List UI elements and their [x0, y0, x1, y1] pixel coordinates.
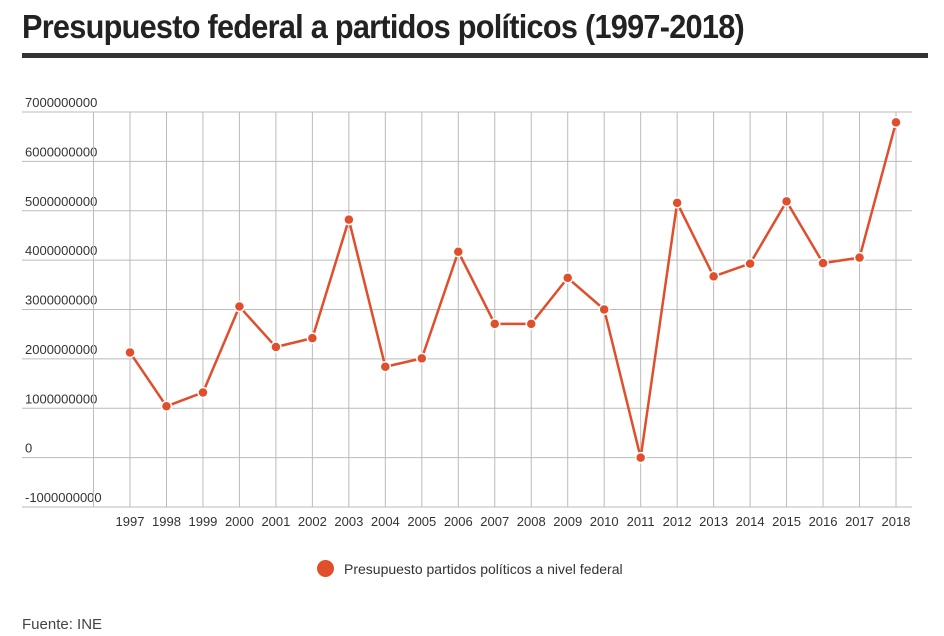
data-point	[160, 400, 173, 413]
data-point	[233, 300, 246, 313]
data-point	[744, 257, 756, 270]
x-tick-label: 2018	[882, 514, 911, 529]
source-note: Fuente: INE	[22, 616, 103, 633]
data-point	[416, 352, 428, 365]
y-tick-label: -1000000000	[25, 490, 102, 505]
x-tick-label: 2002	[298, 514, 327, 529]
y-tick-label: 2000000000	[25, 342, 97, 357]
title-rule	[22, 53, 928, 58]
x-tick-label: 1999	[188, 514, 217, 529]
data-point	[817, 257, 829, 269]
line-chart: 7000000000 6000000000 5000000000 4000000000…	[22, 95, 912, 529]
series-line	[128, 122, 898, 459]
x-tick-label: 2014	[736, 514, 765, 529]
x-tick-label: 2009	[553, 514, 582, 529]
x-tick-label: 2005	[407, 514, 436, 529]
legend[interactable]: Presupuesto partidos políticos a nivel f…	[317, 560, 623, 577]
data-point	[270, 341, 282, 353]
data-point	[890, 116, 902, 129]
x-tick-label: 1997	[116, 514, 145, 529]
x-tick-label: 2007	[480, 514, 509, 529]
data-point	[343, 213, 355, 226]
x-tick-label: 2015	[772, 514, 801, 529]
x-tick-label: 2001	[261, 514, 290, 529]
x-tick-label: 1998	[152, 514, 181, 529]
x-tick-label: 2016	[809, 514, 838, 529]
data-point	[525, 318, 537, 330]
data-point	[561, 272, 574, 284]
chart-title: Presupuesto federal a partidos políticos…	[22, 8, 745, 45]
data-point	[452, 245, 465, 258]
data-point	[489, 318, 501, 330]
legend-marker	[317, 560, 334, 577]
x-tick-label: 2006	[444, 514, 473, 529]
y-tick-label: 5000000000	[25, 194, 97, 209]
y-tick-label: 0	[25, 441, 32, 456]
x-tick-label: 2013	[699, 514, 728, 529]
x-tick-label: 2017	[845, 514, 874, 529]
x-tick-label: 2008	[517, 514, 546, 529]
data-point	[379, 361, 392, 373]
data-point	[707, 270, 720, 283]
x-tick-label: 2004	[371, 514, 400, 529]
y-tick-label: 3000000000	[25, 293, 97, 308]
y-tick-label: 7000000000	[25, 95, 97, 110]
data-point	[306, 332, 319, 344]
x-tick-label: 2000	[225, 514, 254, 529]
data-point	[634, 451, 647, 464]
y-tick-label: 1000000000	[25, 391, 97, 406]
data-point	[780, 195, 793, 208]
y-tick-label: 4000000000	[25, 243, 97, 258]
x-tick-label: 2011	[627, 514, 655, 529]
data-point	[853, 251, 866, 264]
x-tick-label: 2003	[334, 514, 363, 529]
data-point	[197, 386, 209, 399]
data-point	[598, 303, 610, 316]
x-tick-label: 2012	[663, 514, 692, 529]
x-tick-label: 2010	[590, 514, 619, 529]
data-point	[124, 346, 136, 359]
legend-label: Presupuesto partidos políticos a nivel f…	[344, 560, 623, 577]
y-tick-label: 6000000000	[25, 144, 97, 159]
data-point	[671, 197, 683, 209]
